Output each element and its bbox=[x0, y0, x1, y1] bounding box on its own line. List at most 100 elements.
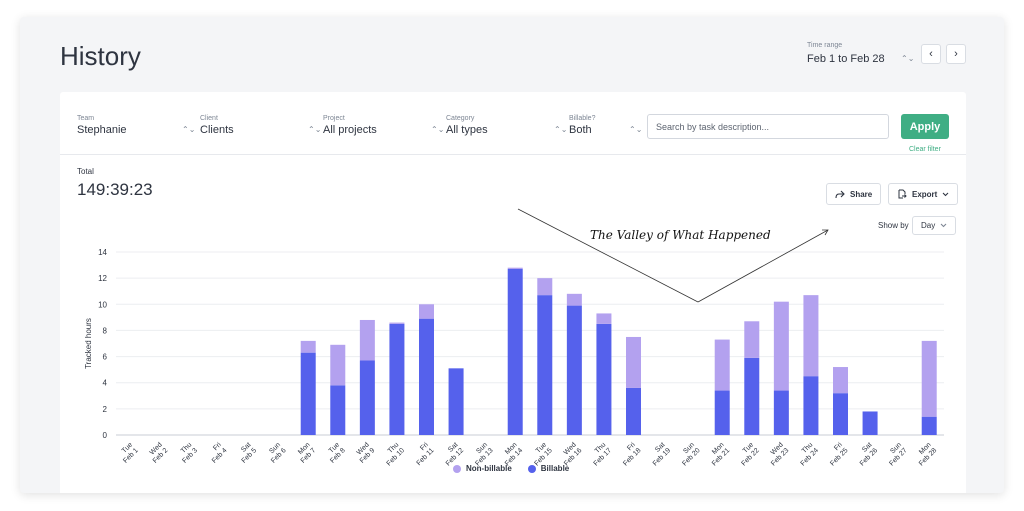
x-tick-label: TueFeb 22 bbox=[735, 441, 761, 467]
filter-label: Team bbox=[77, 115, 95, 122]
x-tick-label: FriFeb 18 bbox=[617, 441, 643, 467]
bar-billable[interactable] bbox=[862, 411, 878, 435]
y-tick-label: 14 bbox=[98, 248, 107, 257]
bar-non-billable[interactable] bbox=[596, 313, 612, 324]
search-input[interactable] bbox=[647, 114, 889, 139]
legend-label: Non-billable bbox=[466, 464, 512, 473]
bar-billable[interactable] bbox=[803, 376, 819, 435]
bar-billable[interactable] bbox=[626, 387, 641, 435]
bar-non-billable[interactable] bbox=[626, 336, 641, 388]
x-tick-label: FriFeb 11 bbox=[410, 441, 436, 467]
bar-non-billable[interactable] bbox=[921, 340, 937, 417]
prev-period-button[interactable]: ‹ bbox=[921, 44, 941, 64]
x-tick-label: FriFeb 25 bbox=[824, 441, 850, 467]
x-tick-label: SunFeb 27 bbox=[883, 441, 909, 467]
x-tick-label: MonFeb 7 bbox=[294, 441, 317, 464]
filter-value: Both bbox=[569, 124, 592, 136]
bar-billable[interactable] bbox=[714, 390, 730, 435]
filter-label: Client bbox=[200, 115, 218, 122]
bar-billable[interactable] bbox=[596, 323, 612, 435]
x-tick-label: FriFeb 4 bbox=[205, 441, 229, 465]
bar-non-billable[interactable] bbox=[714, 339, 730, 391]
filter-client[interactable]: Client Clients ⌃⌄ bbox=[200, 115, 321, 136]
x-tick-label: TueFeb 1 bbox=[117, 441, 140, 464]
x-tick-label: SunFeb 6 bbox=[264, 441, 287, 464]
bar-non-billable[interactable] bbox=[330, 344, 346, 386]
bar-billable[interactable] bbox=[419, 318, 434, 435]
legend-item-non-billable[interactable]: Non-billable bbox=[453, 464, 512, 473]
bar-non-billable[interactable] bbox=[419, 304, 434, 319]
bar-non-billable[interactable] bbox=[300, 340, 316, 353]
bar-billable[interactable] bbox=[389, 323, 405, 435]
export-label: Export bbox=[912, 189, 938, 199]
app-window: History Time range Feb 1 to Feb 28 ⌃⌄ ‹ … bbox=[20, 17, 1004, 493]
filter-project[interactable]: Project All projects ⌃⌄ bbox=[323, 115, 444, 136]
filter-value: All types bbox=[446, 124, 488, 136]
bar-non-billable[interactable] bbox=[744, 321, 760, 358]
bar-billable[interactable] bbox=[773, 390, 789, 435]
y-tick-label: 8 bbox=[103, 326, 108, 335]
filter-label: Billable? bbox=[569, 115, 596, 122]
show-by-label: Show by bbox=[878, 221, 909, 230]
legend-item-billable[interactable]: Billable bbox=[527, 464, 570, 473]
x-tick-label: MonFeb 28 bbox=[912, 441, 938, 467]
bar-non-billable[interactable] bbox=[566, 293, 582, 306]
x-tick-label: SatFeb 26 bbox=[853, 441, 879, 467]
chevron-down-icon bbox=[940, 223, 947, 228]
y-tick-label: 2 bbox=[103, 405, 108, 414]
chevron-left-icon: ‹ bbox=[929, 48, 933, 60]
bar-non-billable[interactable] bbox=[359, 319, 375, 361]
bar-non-billable[interactable] bbox=[389, 322, 405, 324]
y-tick-label: 4 bbox=[103, 379, 108, 388]
apply-button[interactable]: Apply bbox=[901, 114, 949, 139]
x-tick-label: SunFeb 20 bbox=[676, 441, 702, 467]
x-tick-label: ThuFeb 17 bbox=[587, 441, 613, 467]
bar-non-billable[interactable] bbox=[803, 295, 819, 377]
x-tick-label: SatFeb 19 bbox=[646, 441, 672, 467]
time-range-select[interactable]: Feb 1 to Feb 28 bbox=[807, 53, 885, 65]
export-icon bbox=[898, 189, 907, 199]
filter-value: Clients bbox=[200, 124, 234, 136]
time-range-label: Time range bbox=[807, 42, 843, 49]
filter-team[interactable]: Team Stephanie ⌃⌄ bbox=[77, 115, 195, 136]
bar-non-billable[interactable] bbox=[773, 301, 789, 391]
bar-non-billable[interactable] bbox=[537, 278, 553, 296]
export-button[interactable]: Export bbox=[888, 183, 959, 205]
filter-value: Stephanie bbox=[77, 124, 127, 136]
share-icon bbox=[835, 190, 845, 198]
next-period-button[interactable]: › bbox=[946, 44, 966, 64]
history-card: Team Stephanie ⌃⌄ Client Clients ⌃⌄ Proj… bbox=[60, 92, 966, 493]
bar-billable[interactable] bbox=[330, 385, 346, 435]
time-range-arrows-icon[interactable]: ⌃⌄ bbox=[901, 54, 915, 63]
select-arrows-icon: ⌃⌄ bbox=[554, 125, 568, 134]
bar-non-billable[interactable] bbox=[507, 267, 523, 269]
chart-legend: Non-billable Billable bbox=[453, 464, 569, 473]
page-title: History bbox=[60, 41, 141, 71]
bar-non-billable[interactable] bbox=[833, 367, 848, 394]
share-button[interactable]: Share bbox=[826, 183, 882, 205]
y-axis-label: Tracked hours bbox=[84, 318, 93, 369]
x-tick-label: ThuFeb 3 bbox=[176, 441, 199, 464]
select-arrows-icon: ⌃⌄ bbox=[308, 125, 322, 134]
bar-billable[interactable] bbox=[744, 357, 760, 435]
x-tick-label: SatFeb 5 bbox=[235, 441, 258, 464]
clear-filter-link[interactable]: Clear filter bbox=[909, 146, 941, 153]
filter-category[interactable]: Category All types ⌃⌄ bbox=[446, 115, 567, 136]
filter-value: All projects bbox=[323, 124, 377, 136]
bar-billable[interactable] bbox=[566, 305, 582, 435]
chevron-right-icon: › bbox=[954, 48, 958, 60]
bar-billable[interactable] bbox=[359, 360, 375, 435]
non-billable-dot-icon bbox=[453, 464, 461, 473]
show-by-value: Day bbox=[921, 221, 936, 230]
bar-billable[interactable] bbox=[537, 295, 553, 435]
bar-billable[interactable] bbox=[507, 268, 523, 435]
bar-billable[interactable] bbox=[300, 352, 316, 435]
y-tick-label: 10 bbox=[98, 300, 107, 309]
filter-billable[interactable]: Billable? Both ⌃⌄ bbox=[569, 115, 642, 136]
bar-billable[interactable] bbox=[833, 393, 848, 435]
bar-billable[interactable] bbox=[921, 416, 937, 435]
legend-label: Billable bbox=[540, 464, 570, 473]
show-by-select[interactable]: Day bbox=[912, 216, 957, 235]
bar-billable[interactable] bbox=[448, 368, 464, 435]
billable-dot-icon bbox=[527, 464, 536, 473]
